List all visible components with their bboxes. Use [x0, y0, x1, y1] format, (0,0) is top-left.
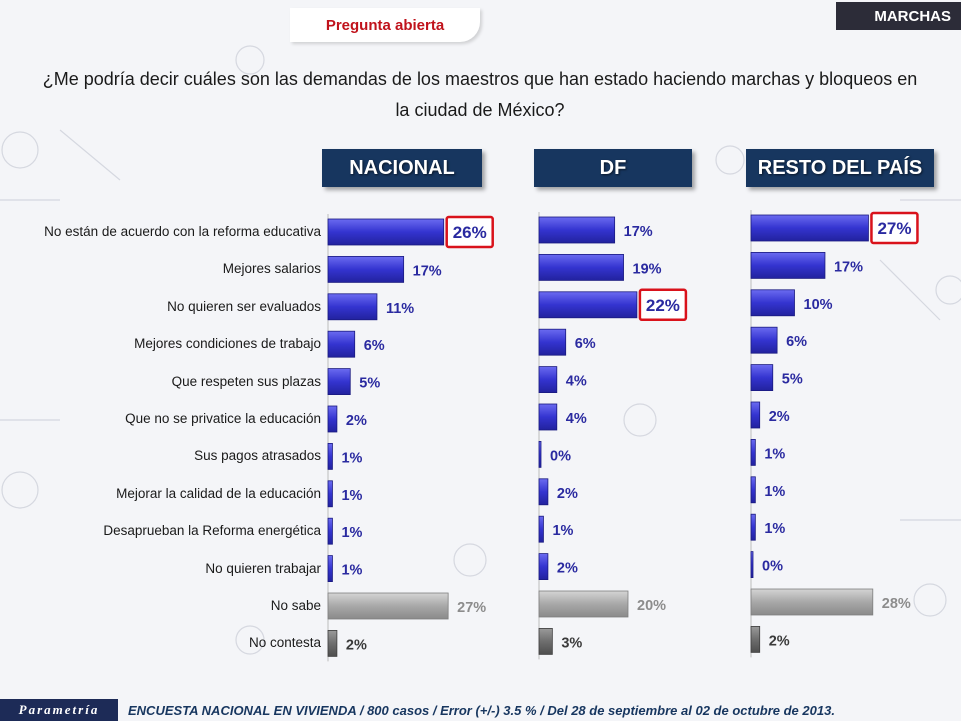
- value-label: 27%: [877, 219, 911, 238]
- value-label: 20%: [637, 598, 666, 614]
- value-label: 1%: [341, 525, 362, 541]
- value-label: 28%: [882, 596, 911, 612]
- value-label: 1%: [341, 563, 362, 579]
- bar: [750, 289, 795, 317]
- bar: [327, 218, 445, 246]
- bar: [750, 551, 754, 578]
- value-label: 1%: [764, 484, 785, 500]
- bar: [327, 293, 378, 321]
- highlight-box: [870, 211, 919, 245]
- bar: [327, 330, 356, 358]
- question-type-tag: Pregunta abierta: [290, 8, 480, 42]
- value-label: 1%: [341, 450, 362, 466]
- bar: [327, 368, 351, 396]
- bar: [750, 438, 756, 466]
- value-label: 0%: [762, 559, 783, 575]
- value-label: 22%: [646, 296, 680, 315]
- value-label: 6%: [364, 338, 385, 354]
- panel-header-df: DF: [534, 149, 692, 187]
- value-label: 11%: [386, 301, 414, 317]
- value-label: 19%: [633, 261, 662, 277]
- category-label: Sus pagos atrasados: [194, 448, 321, 464]
- value-label: 5%: [359, 376, 380, 392]
- value-label: 27%: [457, 600, 486, 616]
- category-label: Mejorar la calidad de la educación: [116, 485, 321, 501]
- category-label: Mejores condiciones de trabajo: [134, 336, 321, 352]
- value-label: 1%: [764, 521, 785, 537]
- category-label: Que no se privatice la educación: [125, 411, 321, 426]
- value-label: 17%: [834, 259, 863, 275]
- bar: [538, 366, 558, 394]
- value-label: 1%: [341, 488, 362, 504]
- value-label: 2%: [557, 561, 578, 577]
- bar: [538, 478, 549, 506]
- question-text: ¿Me podría decir cuáles son las demandas…: [42, 69, 918, 120]
- bar: [327, 405, 338, 433]
- value-label: 6%: [786, 334, 807, 350]
- bar: [327, 630, 338, 657]
- bar: [750, 401, 761, 429]
- bar: [538, 216, 616, 244]
- bar: [538, 628, 553, 655]
- highlight-box: [638, 288, 688, 322]
- value-label: 2%: [346, 637, 367, 653]
- value-label: 0%: [550, 448, 571, 464]
- bar: [327, 480, 333, 508]
- bar: [538, 291, 638, 319]
- value-label: 2%: [769, 633, 790, 649]
- bar: [327, 517, 333, 545]
- brand-logo: Parametría: [0, 699, 118, 721]
- bar: [327, 255, 405, 283]
- bar: [538, 590, 629, 618]
- bar: [538, 515, 544, 543]
- value-label: 3%: [561, 635, 582, 651]
- category-label: No están de acuerdo con la reforma educa…: [44, 224, 321, 239]
- category-label: No quieren trabajar: [205, 560, 321, 576]
- bar: [750, 588, 874, 616]
- highlight-box: [445, 215, 494, 249]
- value-label: 2%: [346, 413, 367, 429]
- bar: [538, 403, 558, 431]
- value-label: 17%: [413, 263, 442, 279]
- value-label: 1%: [764, 446, 785, 462]
- value-label: 26%: [453, 223, 487, 242]
- bar: [750, 251, 826, 279]
- bar: [538, 440, 542, 468]
- bar: [750, 326, 778, 354]
- bar: [327, 555, 333, 582]
- category-label: Mejores salarios: [222, 261, 321, 277]
- bar: [538, 253, 624, 281]
- bar: [327, 442, 333, 470]
- category-label: Desaprueban la Reforma energética: [103, 523, 321, 539]
- category-label: Que respeten sus plazas: [171, 373, 321, 389]
- value-label: 2%: [557, 486, 578, 502]
- bar: [750, 476, 756, 504]
- bar: [327, 592, 449, 620]
- panel-header-nacional: NACIONAL: [322, 149, 482, 187]
- category-label: No quieren ser evaluados: [167, 298, 321, 314]
- value-label: 2%: [769, 409, 790, 425]
- bar: [538, 328, 567, 356]
- value-label: 1%: [552, 523, 573, 539]
- value-label: 10%: [804, 297, 833, 313]
- category-label: No contesta: [248, 635, 321, 651]
- value-label: 17%: [624, 224, 653, 240]
- bar: [750, 626, 761, 653]
- bar: [750, 364, 774, 392]
- bar: [538, 553, 549, 580]
- panel-header-resto: RESTO DEL PAÍS: [746, 149, 934, 187]
- value-label: 4%: [566, 411, 587, 427]
- value-label: 6%: [575, 336, 596, 352]
- category-label: No sabe: [270, 598, 321, 613]
- value-label: 4%: [566, 374, 587, 390]
- topic-tag: MARCHAS: [836, 2, 961, 30]
- bar-chart: 26% 17% 11% 6% 5% 2% 1% 1% 1% 1% 27% 2% 17% 19% 22% 6% 4…: [327, 210, 919, 662]
- footer-note: ENCUESTA NACIONAL EN VIVIENDA / 800 caso…: [128, 703, 835, 718]
- bar: [750, 214, 869, 242]
- value-label: 5%: [782, 372, 803, 388]
- bar: [750, 513, 756, 541]
